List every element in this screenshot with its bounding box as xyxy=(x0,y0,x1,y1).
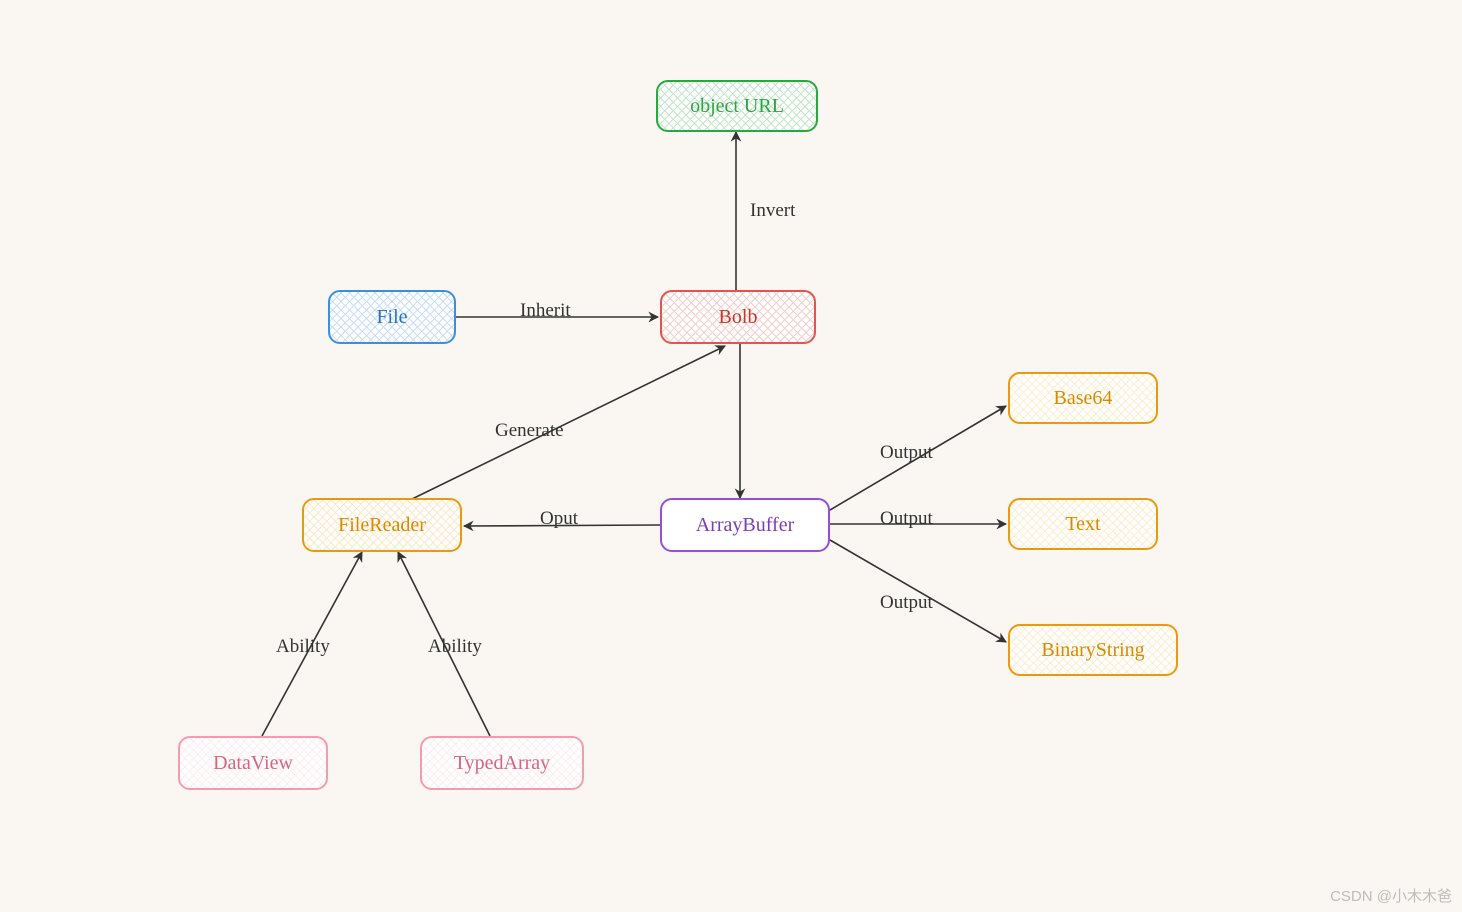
node-label: Bolb xyxy=(719,306,758,329)
node-label: BinaryString xyxy=(1041,639,1144,662)
node-blob: Bolb xyxy=(660,290,816,344)
node-text: Text xyxy=(1008,498,1158,550)
edge-label: Invert xyxy=(750,200,795,222)
node-fileReader: FileReader xyxy=(302,498,462,552)
node-label: ArrayBuffer xyxy=(696,514,794,537)
node-label: FileReader xyxy=(338,514,426,537)
node-arrayBuffer: ArrayBuffer xyxy=(660,498,830,552)
edge-label: Ability xyxy=(276,636,330,658)
edge-label: Ability xyxy=(428,636,482,658)
node-label: Text xyxy=(1065,513,1100,536)
node-binaryStr: BinaryString xyxy=(1008,624,1178,676)
node-base64: Base64 xyxy=(1008,372,1158,424)
node-dataView: DataView xyxy=(178,736,328,790)
node-label: Base64 xyxy=(1054,387,1113,410)
edge-label: Inherit xyxy=(520,300,571,322)
node-label: DataView xyxy=(213,752,293,775)
edge-label: Output xyxy=(880,442,933,464)
edge-fileReader-blob xyxy=(410,346,725,500)
node-label: object URL xyxy=(690,95,784,118)
node-label: TypedArray xyxy=(454,752,550,775)
watermark: CSDN @小木木爸 xyxy=(1330,885,1452,906)
node-objectUrl: object URL xyxy=(656,80,818,132)
node-typedArray: TypedArray xyxy=(420,736,584,790)
edge-arrayBuffer-binaryStr xyxy=(830,540,1006,642)
edge-label: Output xyxy=(880,508,933,530)
edge-label: Generate xyxy=(495,420,564,442)
node-label: File xyxy=(376,306,407,329)
node-file: File xyxy=(328,290,456,344)
edge-label: Output xyxy=(880,592,933,614)
edge-label: Oput xyxy=(540,508,578,530)
